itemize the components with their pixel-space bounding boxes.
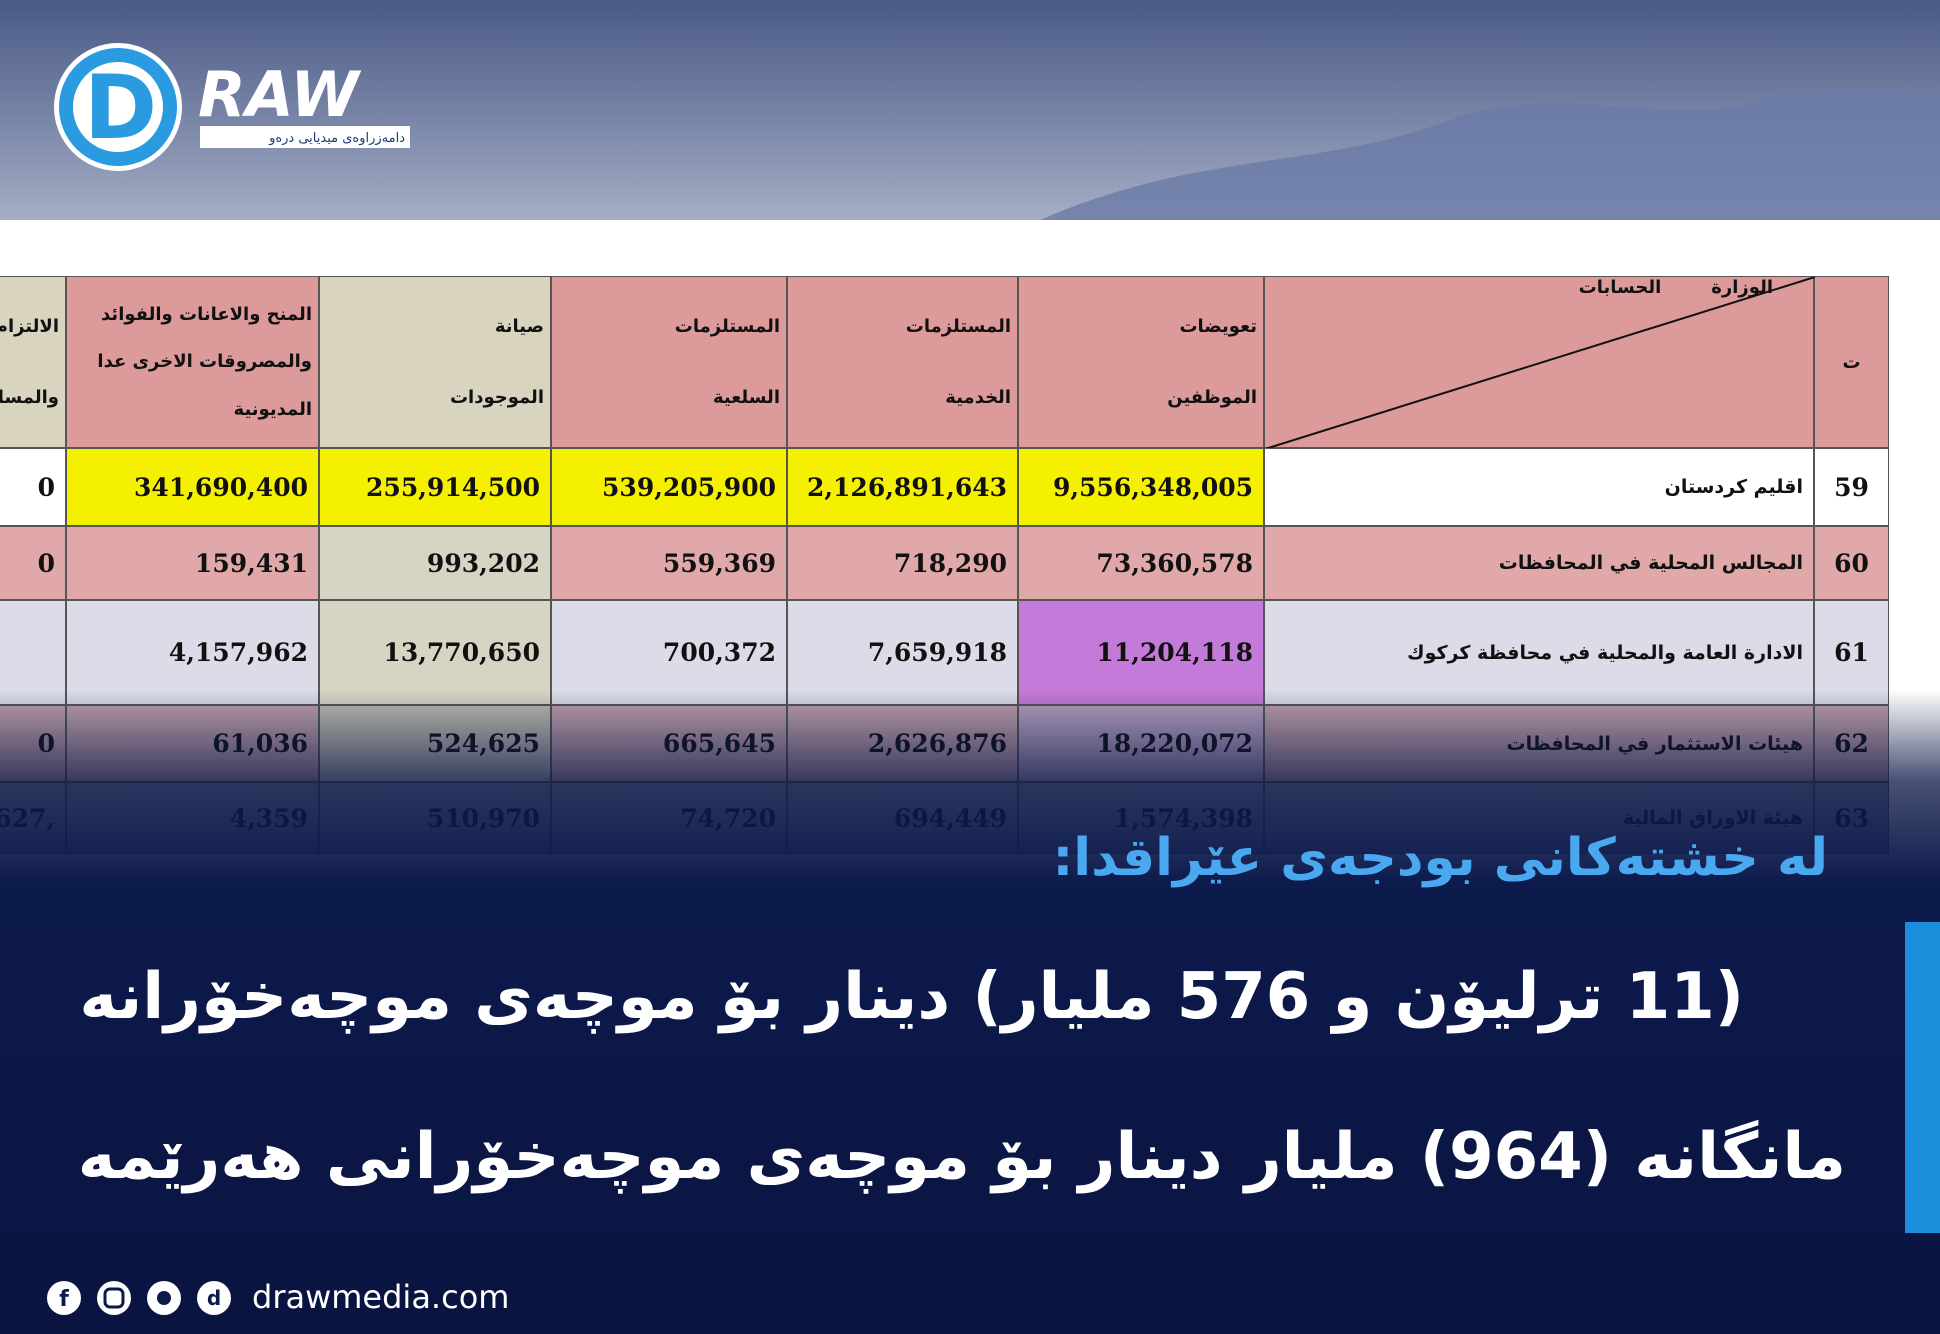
logo-tagline: دامەزراوەی میدیایی درەو	[268, 131, 405, 146]
table-cell: المجالس المحلية في المحافظات	[1264, 526, 1814, 600]
header-text: صيانة	[494, 316, 544, 337]
svg-text:d: d	[207, 1286, 221, 1310]
table-cell: 559,369	[551, 526, 787, 600]
headline-intro: له خشته‌كانى بودجه‌ى عێراقدا:	[1052, 828, 1828, 888]
table-cell: اقليم كردستان	[1264, 448, 1814, 526]
table-cell: 59	[1814, 448, 1889, 526]
header-text: السلعية	[712, 387, 780, 408]
table-cell: 255,914,500	[319, 448, 551, 526]
header-text: الحسابات	[1578, 277, 1662, 298]
table-cell: 9,556,348,005	[1018, 448, 1264, 526]
table-cell: 73,360,578	[1018, 526, 1264, 600]
header-text: الموظفين	[1167, 387, 1257, 408]
accent-bar	[1905, 922, 1940, 1233]
table-cell	[0, 600, 66, 705]
social-icons: f d	[47, 1281, 231, 1315]
table-cell: 718,290	[787, 526, 1018, 600]
table-cell: 7,659,918	[787, 600, 1018, 705]
table-cell: 60	[1814, 526, 1889, 600]
table-cell: 539,205,900	[551, 448, 787, 526]
table-cell: 159,431	[66, 526, 319, 600]
header-cell: صيانة الموجودات	[319, 276, 551, 448]
header-cell: المستلزمات السلعية	[551, 276, 787, 448]
header-cell: المستلزمات الخدمية	[787, 276, 1018, 448]
header-text: المديونية	[233, 398, 312, 420]
website: drawmedia.com	[252, 1278, 510, 1316]
table-cell: 0	[0, 526, 66, 600]
header-text: تعويضات	[1179, 316, 1257, 337]
header-text: الخدمية	[945, 387, 1011, 408]
header-text: المستلزمات	[905, 316, 1011, 337]
table-cell: 2,126,891,643	[787, 448, 1018, 526]
table-cell: 13,770,650	[319, 600, 551, 705]
header-text: الوزارة	[1711, 277, 1773, 298]
header-text: والمصروقات الاخرى عدا	[97, 351, 312, 373]
svg-text:D: D	[84, 56, 157, 159]
header-text: والمسا	[0, 387, 59, 408]
header-text: المستلزمات	[674, 316, 780, 337]
header-text: الموجودات	[449, 387, 544, 408]
overlay	[0, 690, 1940, 1334]
diagonal	[1265, 277, 1815, 449]
header-cell: المنح والاعانات والفوائد والمصروقات الاخر…	[66, 276, 319, 448]
table-cell: 993,202	[319, 526, 551, 600]
header-text: ت	[1842, 351, 1861, 373]
svg-text:f: f	[59, 1287, 69, 1312]
header-cell: تعويضات الموظفين	[1018, 276, 1264, 448]
header-cell: ت	[1814, 276, 1889, 448]
header-cell: الوزارة الحسابات	[1264, 276, 1815, 449]
table-cell: 0	[0, 448, 66, 526]
table-cell: 700,372	[551, 600, 787, 705]
headline-line: (11 ترليۆن و 576 مليار) دينار بۆ موچه‌ى …	[79, 960, 1744, 1034]
logo-text: RAW	[198, 58, 361, 131]
header-text: الالتزام	[0, 316, 59, 337]
mountains	[1040, 88, 1940, 220]
table-cell: 4,157,962	[66, 600, 319, 705]
logo: D RAW دامەزراوەی میدیایی درەو	[54, 43, 410, 171]
header-text: المنح والاعانات والفوائد	[101, 304, 312, 326]
table-cell: 341,690,400	[66, 448, 319, 526]
header-cell: الالتزام والمسا	[0, 276, 66, 448]
table-cell: الادارة العامة والمحلية في محافظة كركوك	[1264, 600, 1814, 705]
headline-line: مانگانه (964) مليار دينار بۆ موچه‌ى موچه…	[77, 1120, 1846, 1194]
table-cell: 61	[1814, 600, 1889, 705]
